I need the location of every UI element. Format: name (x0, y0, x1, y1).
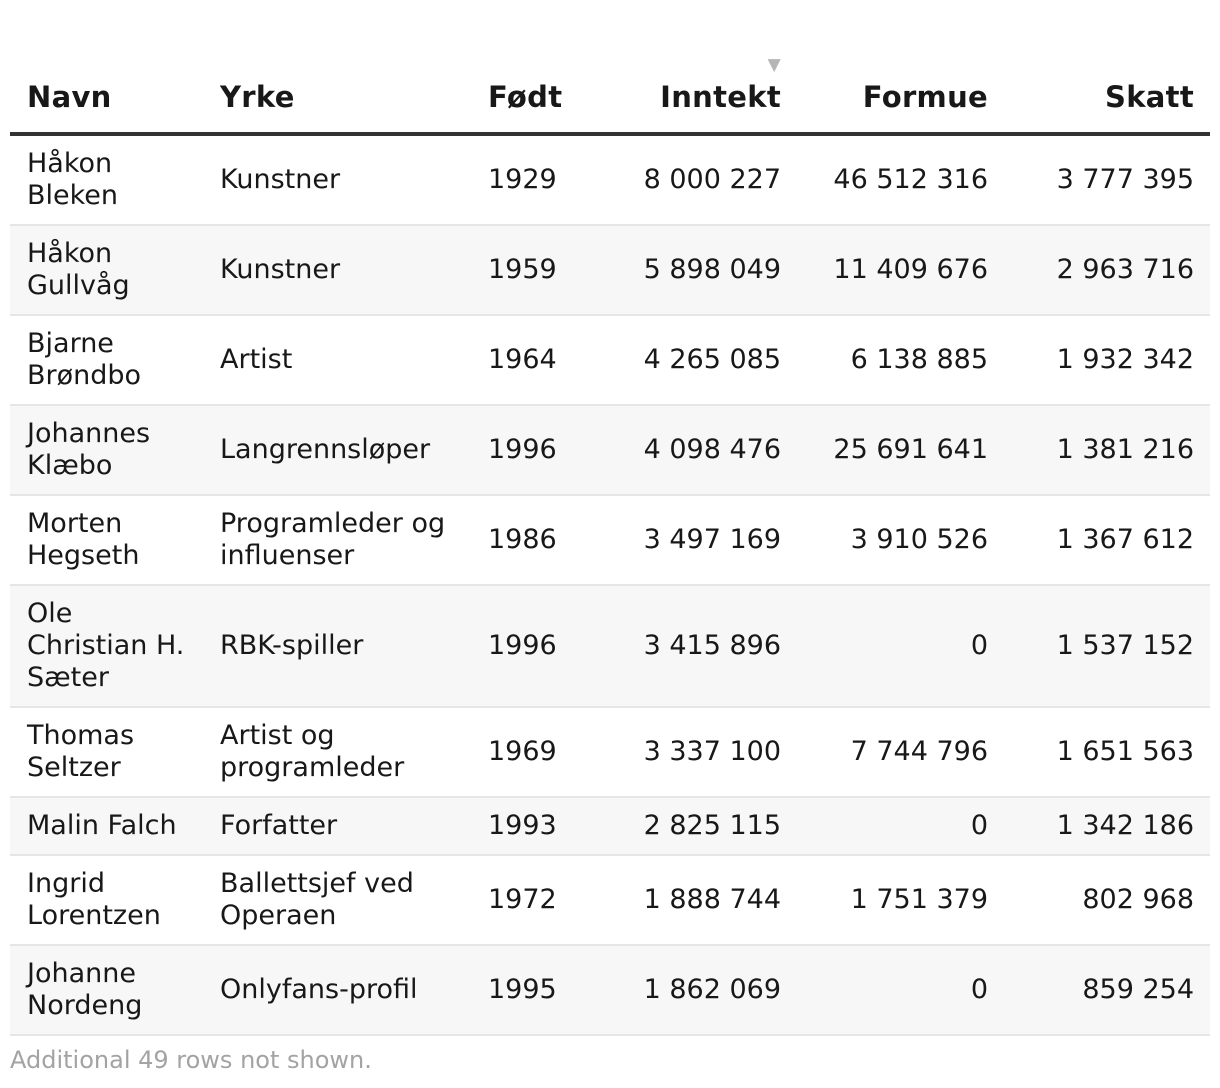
column-header-label: Skatt (1105, 80, 1194, 114)
column-header-label: Inntekt (660, 80, 781, 114)
cell-skatt: 802 968 (1004, 855, 1210, 946)
cell-yrke: Programleder og influenser (203, 495, 471, 586)
cell-yrke: RBK-spiller (203, 585, 471, 708)
table-row: Morten Hegseth Programleder og influenser… (10, 495, 1210, 586)
cell-yrke: Forfatter (203, 797, 471, 856)
cell-inntekt: 1 862 069 (581, 945, 797, 1036)
income-table: Navn Yrke Født ▼ Inntekt Formue Skatt Hå… (10, 0, 1210, 1036)
cell-fodt: 1996 (471, 585, 581, 708)
cell-formue: 0 (797, 797, 1004, 856)
column-header-label: Navn (27, 80, 112, 114)
table-row: Johannes Klæbo Langrennsløper 1996 4 098 47… (10, 405, 1210, 496)
cell-yrke: Kunstner (203, 134, 471, 226)
cell-formue: 0 (797, 585, 1004, 708)
table-header-row: Navn Yrke Født ▼ Inntekt Formue Skatt (10, 0, 1210, 136)
column-header-fodt[interactable]: Født (471, 0, 581, 136)
cell-inntekt: 2 825 115 (581, 797, 797, 856)
cell-skatt: 1 537 152 (1004, 585, 1210, 708)
table-row: Ole Christian H. Sæter RBK-spiller 1996 3 4… (10, 585, 1210, 708)
cell-navn: Ole Christian H. Sæter (10, 585, 203, 708)
cell-formue: 6 138 885 (797, 315, 1004, 406)
column-header-skatt[interactable]: Skatt (1004, 0, 1210, 136)
sort-descending-icon: ▼ (767, 55, 781, 75)
cell-fodt: 1995 (471, 945, 581, 1036)
cell-fodt: 1929 (471, 134, 581, 226)
cell-skatt: 1 381 216 (1004, 405, 1210, 496)
cell-formue: 46 512 316 (797, 134, 1004, 226)
cell-formue: 25 691 641 (797, 405, 1004, 496)
cell-fodt: 1986 (471, 495, 581, 586)
cell-navn: Håkon Bleken (10, 134, 203, 226)
cell-inntekt: 1 888 744 (581, 855, 797, 946)
cell-yrke: Kunstner (203, 225, 471, 316)
cell-yrke: Artist og programleder (203, 707, 471, 798)
column-header-label: Født (488, 80, 563, 114)
cell-inntekt: 3 337 100 (581, 707, 797, 798)
cell-navn: Johanne Nordeng (10, 945, 203, 1036)
cell-navn: Håkon Gullvåg (10, 225, 203, 316)
cell-formue: 3 910 526 (797, 495, 1004, 586)
table-row: Håkon Gullvåg Kunstner 1959 5 898 049 11 409… (10, 225, 1210, 316)
table-row: Håkon Bleken Kunstner 1929 8 000 227 46 512 … (10, 134, 1210, 226)
cell-fodt: 1964 (471, 315, 581, 406)
cell-inntekt: 4 265 085 (581, 315, 797, 406)
data-table-container: Navn Yrke Født ▼ Inntekt Formue Skatt Hå… (10, 0, 1210, 1036)
cell-skatt: 1 367 612 (1004, 495, 1210, 586)
cell-formue: 0 (797, 945, 1004, 1036)
cell-yrke: Ballettsjef ved Operaen (203, 855, 471, 946)
cell-skatt: 2 963 716 (1004, 225, 1210, 316)
table-row: Thomas Seltzer Artist og programleder 1969… (10, 707, 1210, 798)
cell-skatt: 1 932 342 (1004, 315, 1210, 406)
cell-navn: Johannes Klæbo (10, 405, 203, 496)
cell-navn: Ingrid Lorentzen (10, 855, 203, 946)
cell-formue: 1 751 379 (797, 855, 1004, 946)
cell-formue: 7 744 796 (797, 707, 1004, 798)
column-header-formue[interactable]: Formue (797, 0, 1004, 136)
cell-navn: Morten Hegseth (10, 495, 203, 586)
cell-yrke: Artist (203, 315, 471, 406)
column-header-inntekt[interactable]: ▼ Inntekt (581, 0, 797, 136)
cell-skatt: 1 651 563 (1004, 707, 1210, 798)
table-row: Malin Falch Forfatter 1993 2 825 115 0 1 342 … (10, 797, 1210, 856)
cell-navn: Malin Falch (10, 797, 203, 856)
column-header-yrke[interactable]: Yrke (203, 0, 471, 136)
cell-yrke: Onlyfans-profil (203, 945, 471, 1036)
cell-inntekt: 3 415 896 (581, 585, 797, 708)
cell-fodt: 1959 (471, 225, 581, 316)
cell-inntekt: 5 898 049 (581, 225, 797, 316)
rows-not-shown-note: Additional 49 rows not shown. (10, 1046, 372, 1074)
cell-skatt: 859 254 (1004, 945, 1210, 1036)
cell-inntekt: 4 098 476 (581, 405, 797, 496)
cell-navn: Bjarne Brøndbo (10, 315, 203, 406)
cell-skatt: 3 777 395 (1004, 134, 1210, 226)
table-row: Johanne Nordeng Onlyfans-profil 1995 1 862 … (10, 945, 1210, 1036)
cell-fodt: 1993 (471, 797, 581, 856)
cell-inntekt: 3 497 169 (581, 495, 797, 586)
cell-fodt: 1969 (471, 707, 581, 798)
table-row: Ingrid Lorentzen Ballettsjef ved Operaen 1… (10, 855, 1210, 946)
cell-fodt: 1972 (471, 855, 581, 946)
cell-inntekt: 8 000 227 (581, 134, 797, 226)
cell-navn: Thomas Seltzer (10, 707, 203, 798)
cell-fodt: 1996 (471, 405, 581, 496)
table-body: Håkon Bleken Kunstner 1929 8 000 227 46 512 … (10, 134, 1210, 1036)
table-row: Bjarne Brøndbo Artist 1964 4 265 085 6 138 8… (10, 315, 1210, 406)
cell-yrke: Langrennsløper (203, 405, 471, 496)
column-header-label: Formue (862, 80, 988, 114)
cell-skatt: 1 342 186 (1004, 797, 1210, 856)
column-header-label: Yrke (220, 80, 295, 114)
column-header-navn[interactable]: Navn (10, 0, 203, 136)
cell-formue: 11 409 676 (797, 225, 1004, 316)
